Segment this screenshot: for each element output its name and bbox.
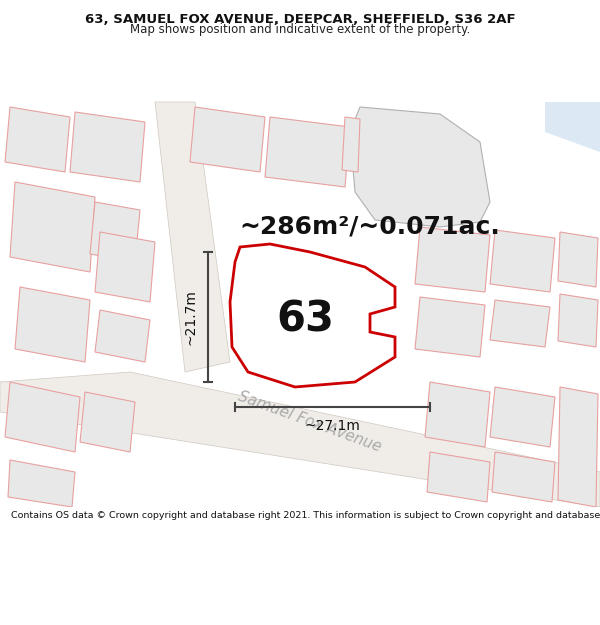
- Polygon shape: [8, 460, 75, 507]
- Polygon shape: [492, 452, 555, 502]
- Polygon shape: [80, 392, 135, 452]
- Polygon shape: [415, 227, 490, 292]
- Polygon shape: [558, 387, 598, 507]
- Polygon shape: [558, 294, 598, 347]
- Polygon shape: [490, 300, 550, 347]
- Polygon shape: [425, 382, 490, 447]
- Polygon shape: [265, 117, 350, 187]
- Polygon shape: [427, 452, 490, 502]
- Polygon shape: [545, 102, 600, 152]
- Text: ~27.1m: ~27.1m: [305, 419, 361, 433]
- Polygon shape: [10, 182, 95, 272]
- Text: ~21.7m: ~21.7m: [184, 289, 198, 345]
- Polygon shape: [490, 230, 555, 292]
- Polygon shape: [155, 102, 230, 372]
- Polygon shape: [95, 310, 150, 362]
- Polygon shape: [90, 202, 140, 262]
- Text: Contains OS data © Crown copyright and database right 2021. This information is : Contains OS data © Crown copyright and d…: [11, 511, 600, 519]
- Polygon shape: [70, 112, 145, 182]
- Polygon shape: [0, 372, 600, 507]
- Text: ~286m²/~0.071ac.: ~286m²/~0.071ac.: [239, 215, 500, 239]
- Polygon shape: [95, 232, 155, 302]
- Polygon shape: [190, 107, 265, 172]
- Polygon shape: [15, 287, 90, 362]
- Text: Map shows position and indicative extent of the property.: Map shows position and indicative extent…: [130, 23, 470, 36]
- Polygon shape: [415, 297, 485, 357]
- Polygon shape: [342, 117, 360, 172]
- Polygon shape: [350, 107, 490, 227]
- Polygon shape: [5, 382, 80, 452]
- Polygon shape: [490, 387, 555, 447]
- Polygon shape: [558, 232, 598, 287]
- Text: Samuel Fox Avenue: Samuel Fox Avenue: [236, 389, 383, 455]
- Polygon shape: [5, 107, 70, 172]
- Text: 63, SAMUEL FOX AVENUE, DEEPCAR, SHEFFIELD, S36 2AF: 63, SAMUEL FOX AVENUE, DEEPCAR, SHEFFIEL…: [85, 13, 515, 26]
- Text: 63: 63: [276, 299, 334, 341]
